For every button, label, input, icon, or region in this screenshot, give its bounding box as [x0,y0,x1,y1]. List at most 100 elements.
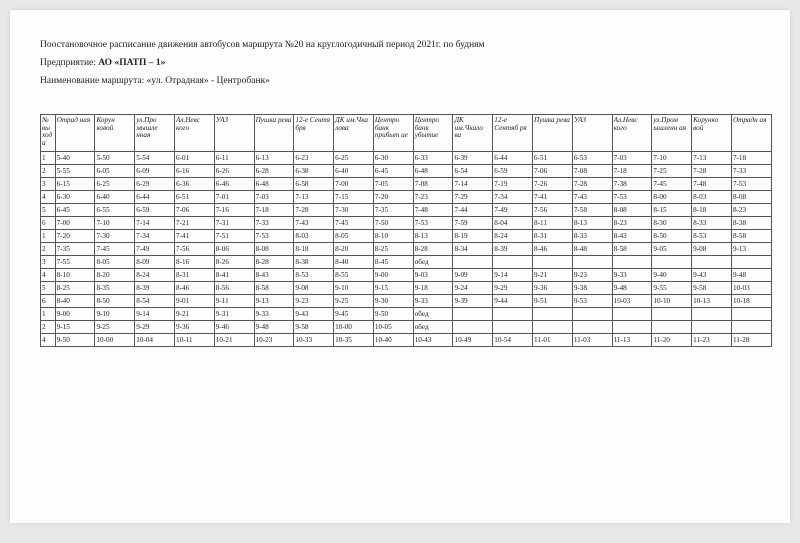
table-cell: 9-00 [55,308,95,321]
table-cell: 6-33 [413,152,453,165]
col-header: УАЗ [214,115,254,152]
table-cell: 7-44 [453,204,493,217]
table-cell: 7-55 [55,256,95,269]
table-cell: 6-58 [294,178,334,191]
table-cell: 8-48 [572,243,612,256]
table-cell: 7-34 [493,191,533,204]
table-cell: 9-15 [55,321,95,334]
table-cell [652,256,692,269]
table-cell: 8-08 [612,204,652,217]
table-cell: 7-45 [95,243,135,256]
table-cell: 6-15 [55,178,95,191]
table-cell: 9-09 [453,269,493,282]
table-cell: 5 [41,204,56,217]
table-cell: 4 [41,269,56,282]
table-cell: 10-03 [731,282,771,295]
table-cell: обед [413,321,453,334]
table-cell: 8-04 [493,217,533,230]
table-cell: 10-33 [294,334,334,347]
table-cell: 7-59 [453,217,493,230]
table-row: 19-009-109-149-219-319-339-439-459-50обе… [41,308,772,321]
table-cell [453,308,493,321]
table-row: 36-156-256-296-366-466-486-587-007-057-0… [41,178,772,191]
table-cell: 8-10 [373,230,413,243]
table-cell: 9-15 [373,282,413,295]
table-cell: 8-23 [612,217,652,230]
table-cell: 9-39 [453,295,493,308]
table-cell: 9-45 [334,308,374,321]
table-cell [731,321,771,334]
table-cell: 9-11 [214,295,254,308]
table-cell: 10-35 [334,334,374,347]
table-cell: 7-58 [572,204,612,217]
table-cell: 8-05 [334,230,374,243]
table-cell: 11-23 [692,334,732,347]
table-cell: 9-24 [453,282,493,295]
table-cell: 8-25 [373,243,413,256]
header-line-2-value: АО «ПАТП – 1» [98,58,165,68]
table-cell: 10-43 [413,334,453,347]
table-cell: 8-13 [413,230,453,243]
table-cell: 10-18 [731,295,771,308]
table-cell: 2 [41,243,56,256]
table-cell: 6-25 [95,178,135,191]
table-cell: 8-10 [55,269,95,282]
table-cell: 8-33 [572,230,612,243]
table-cell [612,321,652,334]
table-cell: 7-06 [533,165,573,178]
table-cell: 7-19 [493,178,533,191]
table-cell: 7-45 [334,217,374,230]
table-cell: 9-00 [373,269,413,282]
table-cell [533,308,573,321]
table-cell: 7-08 [572,165,612,178]
table-cell: 9-29 [135,321,175,334]
table-cell: 6-09 [135,165,175,178]
table-cell: 9-05 [652,243,692,256]
table-row: 48-108-208-248-318-418-438-538-559-009-0… [41,269,772,282]
table-cell: 7-53 [612,191,652,204]
table-cell: 7-10 [95,217,135,230]
table-cell: 9-36 [175,321,215,334]
table-cell: 6-23 [294,152,334,165]
table-cell: 6-59 [135,204,175,217]
table-cell: 6-30 [373,152,413,165]
table-cell: 6-39 [453,152,493,165]
table-cell: 9-10 [95,308,135,321]
table-cell: обед [413,256,453,269]
table-cell: 8-20 [334,243,374,256]
table-cell: 7-35 [373,204,413,217]
table-cell: 6-59 [493,165,533,178]
table-cell: 8-23 [731,204,771,217]
table-cell: 9-51 [533,295,573,308]
table-cell: 9-10 [334,282,374,295]
table-cell: 8-13 [572,217,612,230]
col-header: Корунко вой [692,115,732,152]
table-row: 49-5010-0010-0410-1110-2110-2310-3310-35… [41,334,772,347]
table-cell: 9-21 [175,308,215,321]
table-cell [692,256,732,269]
table-cell: 7-56 [175,243,215,256]
col-header: Корун ковой [95,115,135,152]
table-cell: 7-20 [55,230,95,243]
table-row: 37-558-058-098-168-268-288-388-408-45обе… [41,256,772,269]
table-cell: 8-24 [135,269,175,282]
col-header: ул.Пром ышленн ая [652,115,692,152]
table-cell: 2 [41,321,56,334]
table-cell [493,308,533,321]
table-cell: 11-13 [612,334,652,347]
table-cell: 8-46 [533,243,573,256]
table-cell: 8-38 [731,217,771,230]
table-cell: 9-53 [572,295,612,308]
table-cell: 9-01 [175,295,215,308]
table-cell: 9-50 [55,334,95,347]
table-cell: 8-08 [254,243,294,256]
table-row: 67-007-107-147-217-317-337-437-457-507-5… [41,217,772,230]
table-row: 25-556-056-096-166-266-286-386-406-456-4… [41,165,772,178]
table-cell: 8-40 [334,256,374,269]
table-cell: 8-16 [175,256,215,269]
table-cell: 10-04 [135,334,175,347]
table-cell: 4 [41,334,56,347]
table-cell: 8-50 [652,230,692,243]
table-cell: 8-25 [55,282,95,295]
table-cell: 8-06 [214,243,254,256]
